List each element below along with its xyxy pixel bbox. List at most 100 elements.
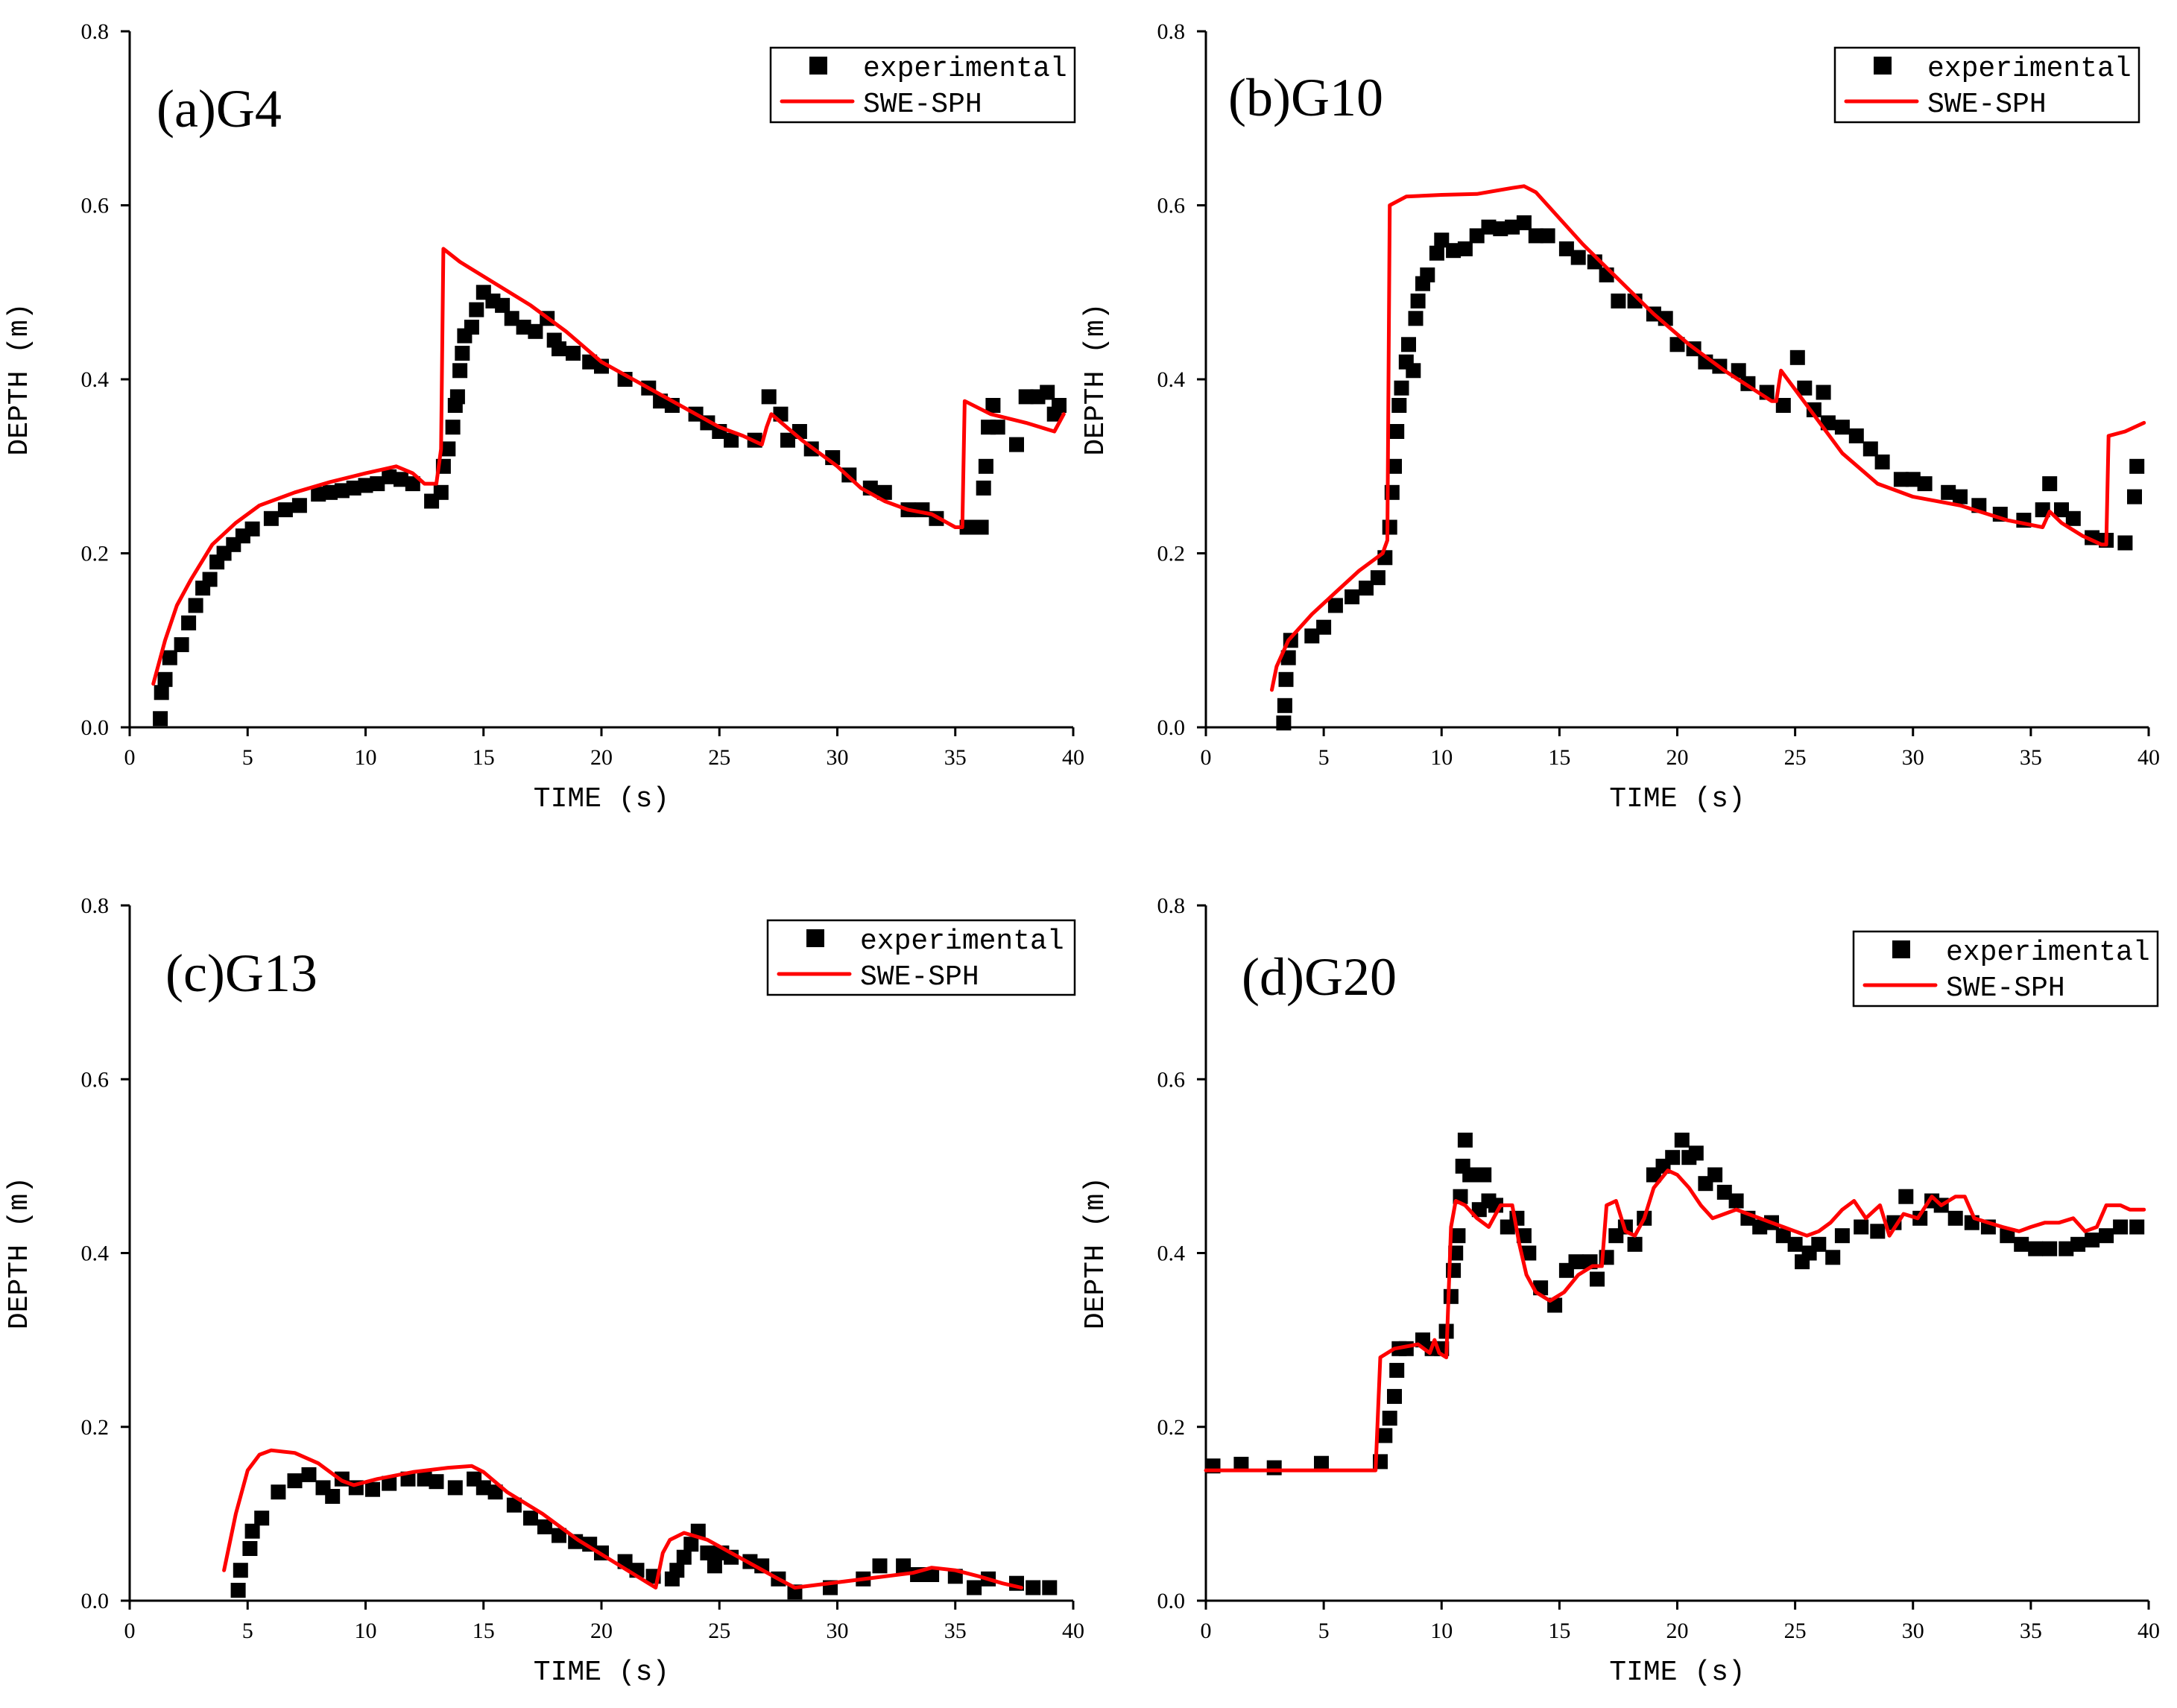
data-point-experimental xyxy=(487,1484,503,1500)
data-point-experimental xyxy=(1854,1219,1869,1235)
data-point-experimental xyxy=(417,1471,432,1487)
data-point-experimental xyxy=(495,297,511,313)
data-point-experimental xyxy=(1420,267,1435,282)
data-point-experimental xyxy=(323,484,338,500)
data-point-experimental xyxy=(1870,1224,1886,1239)
data-point-experimental xyxy=(1026,1580,1041,1595)
data-point-experimental xyxy=(1848,428,1864,443)
x-tick-label: 15 xyxy=(473,745,495,770)
y-tick-label: 0.2 xyxy=(81,1415,110,1440)
y-axis-title: DEPTH (m) xyxy=(1080,303,1112,455)
y-tick-label: 0.0 xyxy=(1157,715,1186,740)
data-point-experimental xyxy=(455,346,470,361)
legend-label-experimental: experimental xyxy=(863,53,1067,85)
data-point-experimental xyxy=(1707,1167,1723,1183)
series-line-swe-sph xyxy=(1270,184,2146,692)
data-point-experimental xyxy=(440,441,456,457)
data-point-experimental xyxy=(1410,293,1426,309)
y-tick-label: 0.6 xyxy=(81,194,110,218)
data-point-experimental xyxy=(447,1480,463,1496)
data-point-experimental xyxy=(990,420,1005,435)
x-tick-label: 40 xyxy=(1062,1619,1084,1643)
data-point-experimental xyxy=(967,1580,982,1595)
data-point-experimental xyxy=(1493,221,1508,236)
data-point-experimental xyxy=(552,1528,566,1543)
data-point-experimental xyxy=(896,1558,911,1574)
x-tick-label: 0 xyxy=(124,745,136,770)
data-point-experimental xyxy=(1775,1228,1791,1244)
data-point-experimental xyxy=(1731,363,1746,379)
chart-panel-3: 0 5 10 15 20 25 30 35 40 0.0 0.2 0.4 0.6 0.8 TIME (s) D… xyxy=(4,893,1084,1689)
legend-label-swe-sph: SWE-SPH xyxy=(863,89,982,121)
y-axis-title: DEPTH (m) xyxy=(4,1177,36,1329)
legend-marker-experimental xyxy=(809,57,827,75)
data-point-experimental xyxy=(1568,1254,1584,1270)
data-point-experimental xyxy=(1874,454,1890,469)
data-point-experimental xyxy=(382,1475,397,1491)
data-point-experimental xyxy=(1912,1210,1928,1226)
data-point-experimental xyxy=(271,1484,286,1500)
data-point-experimental xyxy=(1476,1167,1492,1183)
data-point-experimental xyxy=(2014,1236,2029,1252)
data-point-experimental xyxy=(1947,1210,1963,1226)
data-point-experimental xyxy=(516,320,531,335)
data-point-experimental xyxy=(924,1567,940,1582)
data-point-experimental xyxy=(429,1474,444,1490)
y-tick-label: 0.4 xyxy=(81,1242,110,1266)
data-point-experimental xyxy=(1394,380,1409,396)
data-point-experimental xyxy=(1345,589,1360,604)
data-point-experimental xyxy=(1688,1145,1704,1161)
series-line-swe-sph xyxy=(1204,1168,2146,1473)
data-point-experimental xyxy=(683,1537,699,1552)
x-tick-label: 10 xyxy=(355,1619,377,1643)
data-point-experimental xyxy=(1382,519,1397,535)
series-line-swe-sph xyxy=(222,1448,1023,1590)
data-point-experimental xyxy=(552,341,566,357)
data-point-experimental xyxy=(978,458,993,474)
y-tick-label: 0.2 xyxy=(1157,1415,1186,1440)
data-point-experimental xyxy=(2117,535,2133,551)
data-point-experimental xyxy=(1481,219,1497,235)
x-tick-label: 5 xyxy=(1318,745,1330,770)
y-tick-label: 0.4 xyxy=(81,367,110,392)
data-point-experimental xyxy=(1457,1132,1473,1148)
data-point-experimental xyxy=(1280,650,1296,665)
data-point-experimental xyxy=(1462,1167,1478,1183)
data-point-experimental xyxy=(1665,1150,1681,1165)
data-point-experimental xyxy=(761,389,777,405)
data-point-experimental xyxy=(676,1549,692,1565)
data-point-experimental xyxy=(1266,1460,1282,1475)
x-tick-label: 40 xyxy=(2137,745,2160,770)
data-point-experimental xyxy=(277,502,293,518)
x-tick-label: 10 xyxy=(355,745,377,770)
data-point-experimental xyxy=(1389,1362,1405,1378)
data-point-experimental xyxy=(780,432,795,448)
data-point-experimental xyxy=(2099,1228,2114,1244)
y-tick-label: 0.4 xyxy=(1157,367,1186,392)
data-point-experimental xyxy=(1370,570,1385,586)
data-point-experimental xyxy=(1276,715,1292,731)
data-point-experimental xyxy=(181,615,197,630)
chart-panel-2: 0 5 10 15 20 25 30 35 40 0.0 0.2 0.4 0.6 0.8 TIME (s) D… xyxy=(1080,19,2160,815)
x-tick-label: 20 xyxy=(590,745,613,770)
x-tick-label: 15 xyxy=(1548,1619,1570,1643)
data-point-experimental xyxy=(242,1541,258,1556)
x-tick-label: 15 xyxy=(473,1619,495,1643)
x-tick-label: 20 xyxy=(1666,1619,1689,1643)
legend-label-swe-sph: SWE-SPH xyxy=(1946,972,2065,1005)
data-point-experimental xyxy=(1377,1428,1393,1443)
y-tick-label: 0.2 xyxy=(81,542,110,566)
x-tick-label: 20 xyxy=(590,1619,613,1643)
x-tick-label: 35 xyxy=(944,1619,967,1643)
data-point-experimental xyxy=(1278,671,1294,687)
data-point-experimental xyxy=(452,363,468,379)
data-point-experimental xyxy=(1391,398,1407,413)
data-point-experimental xyxy=(568,1534,584,1549)
data-point-experimental xyxy=(1382,1411,1397,1426)
data-point-experimental xyxy=(1797,380,1813,396)
data-point-experimental xyxy=(433,484,449,500)
data-point-experimental xyxy=(2035,502,2050,518)
data-point-experimental xyxy=(334,483,350,499)
legend-label-experimental: experimental xyxy=(1946,937,2150,969)
